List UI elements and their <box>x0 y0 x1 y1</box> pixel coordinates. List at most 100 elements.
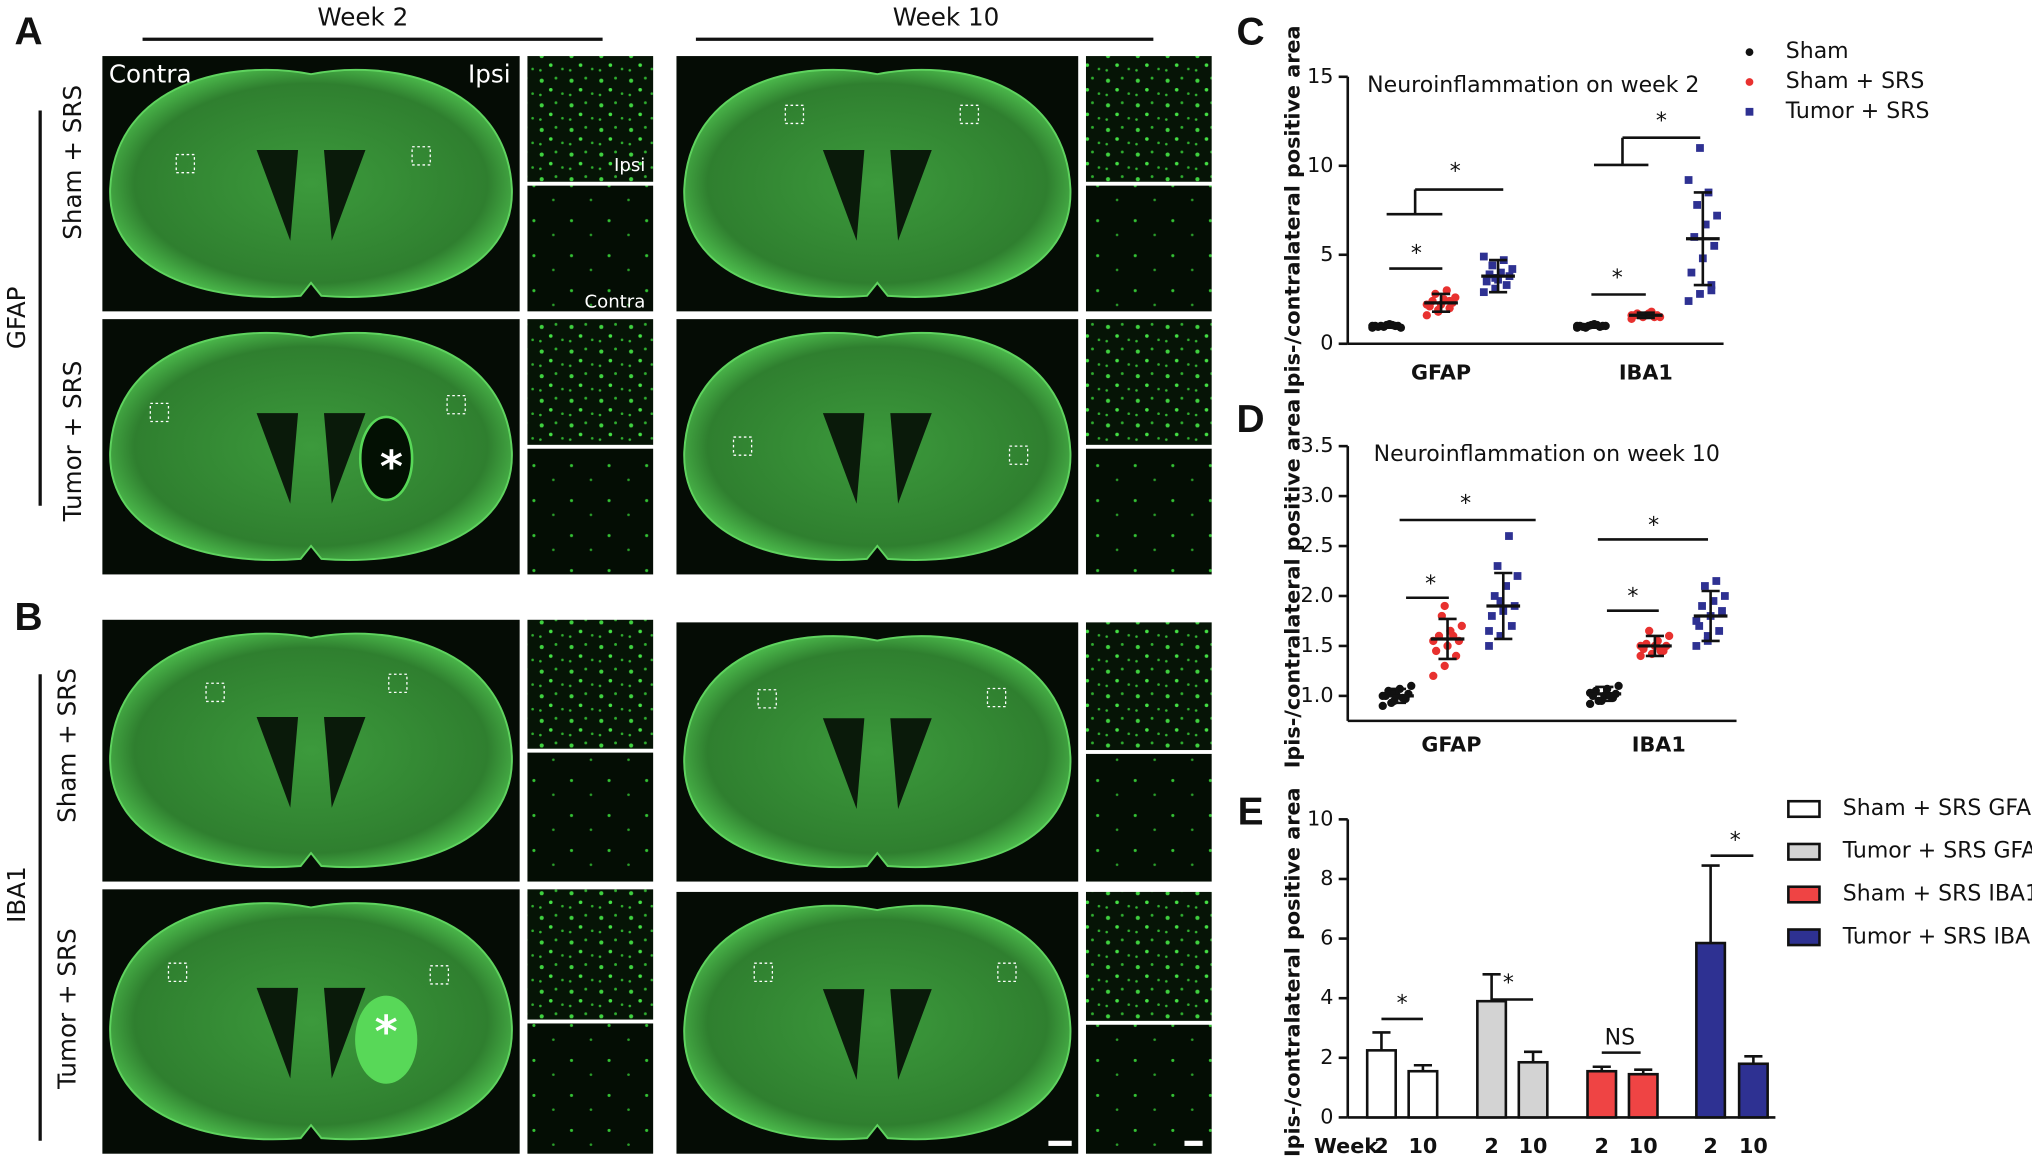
data-point <box>1496 632 1505 640</box>
data-point <box>1429 671 1438 681</box>
marker-label: GFAP <box>2 287 31 350</box>
data-point <box>1513 572 1522 580</box>
roi-box <box>388 673 408 694</box>
data-point <box>1479 288 1488 297</box>
micrographs <box>102 56 1212 1154</box>
y-tick-label: 10 <box>1307 806 1333 830</box>
roi-box <box>757 689 777 709</box>
group-label: Sham + SRS <box>53 668 82 823</box>
y-axis-label: Ipis-/contralateral positive area <box>1280 25 1304 395</box>
y-tick-label: 10 <box>1307 153 1333 177</box>
week-heading: Week 10 <box>893 2 1000 31</box>
bar <box>1407 1069 1439 1119</box>
data-point <box>1407 681 1416 691</box>
data-point <box>1636 651 1645 661</box>
panel-label: B <box>14 596 42 639</box>
y-axis-label: Ipis-/contralateral positive area <box>1280 787 1304 1157</box>
data-point <box>1485 627 1493 635</box>
inset <box>1085 56 1212 182</box>
significance-label: * <box>1627 585 1638 610</box>
bar <box>1586 1069 1618 1119</box>
week-heading: Week 2 <box>317 2 408 31</box>
ventricle <box>256 716 366 808</box>
significance-label: * <box>1397 992 1408 1017</box>
roi-box <box>175 153 196 174</box>
x-tick-label: IBA1 <box>1632 732 1686 756</box>
ventricle <box>256 150 366 241</box>
error-bar <box>1372 1031 1391 1051</box>
data-point <box>1696 290 1704 298</box>
x-tick-label: IBA1 <box>1619 361 1673 385</box>
legend-marker <box>1745 78 1754 86</box>
data-point <box>1712 577 1721 585</box>
inset <box>1085 622 1212 751</box>
significance-label: NS <box>1605 1025 1635 1050</box>
panel-label: C <box>1237 10 1265 53</box>
brain-section <box>683 635 1072 869</box>
brain-section <box>109 632 513 869</box>
legend-swatch <box>1787 842 1821 861</box>
legend-label: Sham + SRS <box>1786 69 1925 94</box>
data-point <box>1493 562 1502 570</box>
significance-bracket <box>1386 188 1504 216</box>
data-point <box>1431 646 1441 656</box>
legend-label: Sham + SRS IBA1 <box>1843 882 2032 907</box>
x-axis-label: Week <box>1314 1134 1379 1158</box>
legend-swatch <box>1787 885 1821 904</box>
data-point <box>1485 642 1493 650</box>
significance-label: * <box>1612 266 1623 291</box>
error-bar <box>1701 864 1720 944</box>
ventricle <box>822 150 932 241</box>
bar <box>1365 1049 1397 1119</box>
data-point <box>1656 646 1665 656</box>
inset <box>527 752 654 882</box>
data-point <box>1502 281 1511 289</box>
x-tick-label: 2 <box>1703 1134 1717 1158</box>
x-tick-label: 2 <box>1374 1134 1388 1158</box>
legend-label: Sham + SRS GFAP <box>1843 796 2032 821</box>
inset <box>1085 185 1212 312</box>
y-tick-label: 2 <box>1320 1045 1333 1069</box>
data-point <box>1485 270 1494 279</box>
legend-marker <box>1745 48 1754 57</box>
roi-box <box>429 965 450 985</box>
error-bar <box>1482 973 1501 1002</box>
legend-label: Tumor + SRS GFAP <box>1842 839 2032 864</box>
x-tick-label: 10 <box>1408 1134 1437 1158</box>
significance-label: * <box>1450 160 1461 185</box>
group-label: Tumor + SRS <box>53 928 82 1090</box>
roi-box <box>411 146 431 166</box>
data-point <box>1614 681 1623 691</box>
error-bar <box>1524 1050 1543 1063</box>
roi-box <box>997 962 1017 982</box>
chart-title: Neuroinflammation on week 10 <box>1374 442 1720 467</box>
y-tick-label: 1.5 <box>1301 633 1334 657</box>
legend-label: Tumor + SRS IBA1 <box>1842 924 2032 949</box>
data-point <box>1440 601 1449 611</box>
data-point <box>1692 642 1701 650</box>
panel-label: E <box>1238 790 1264 833</box>
legend-swatch <box>1787 799 1821 819</box>
tumor <box>355 995 418 1084</box>
significance-label: * <box>1730 828 1741 853</box>
data-point <box>1497 268 1505 277</box>
inset-label: Ipsi <box>614 155 645 176</box>
brain-section <box>109 902 513 1141</box>
x-tick-label: 10 <box>1739 1134 1768 1158</box>
data-point <box>1693 201 1702 209</box>
ventricle <box>256 413 366 504</box>
data-point <box>1491 284 1500 293</box>
inset <box>527 56 654 182</box>
x-tick-label: 2 <box>1484 1134 1498 1158</box>
data-point <box>1479 252 1488 261</box>
y-tick-label: 8 <box>1320 866 1333 890</box>
data-point <box>1487 612 1496 620</box>
y-tick-label: 3.5 <box>1301 433 1334 457</box>
data-point <box>1507 622 1516 630</box>
data-point <box>1502 582 1511 590</box>
y-tick-label: 3.0 <box>1301 483 1334 507</box>
data-point <box>1491 274 1500 282</box>
data-point <box>1440 661 1449 671</box>
data-point <box>1713 211 1721 220</box>
inset <box>527 619 654 749</box>
